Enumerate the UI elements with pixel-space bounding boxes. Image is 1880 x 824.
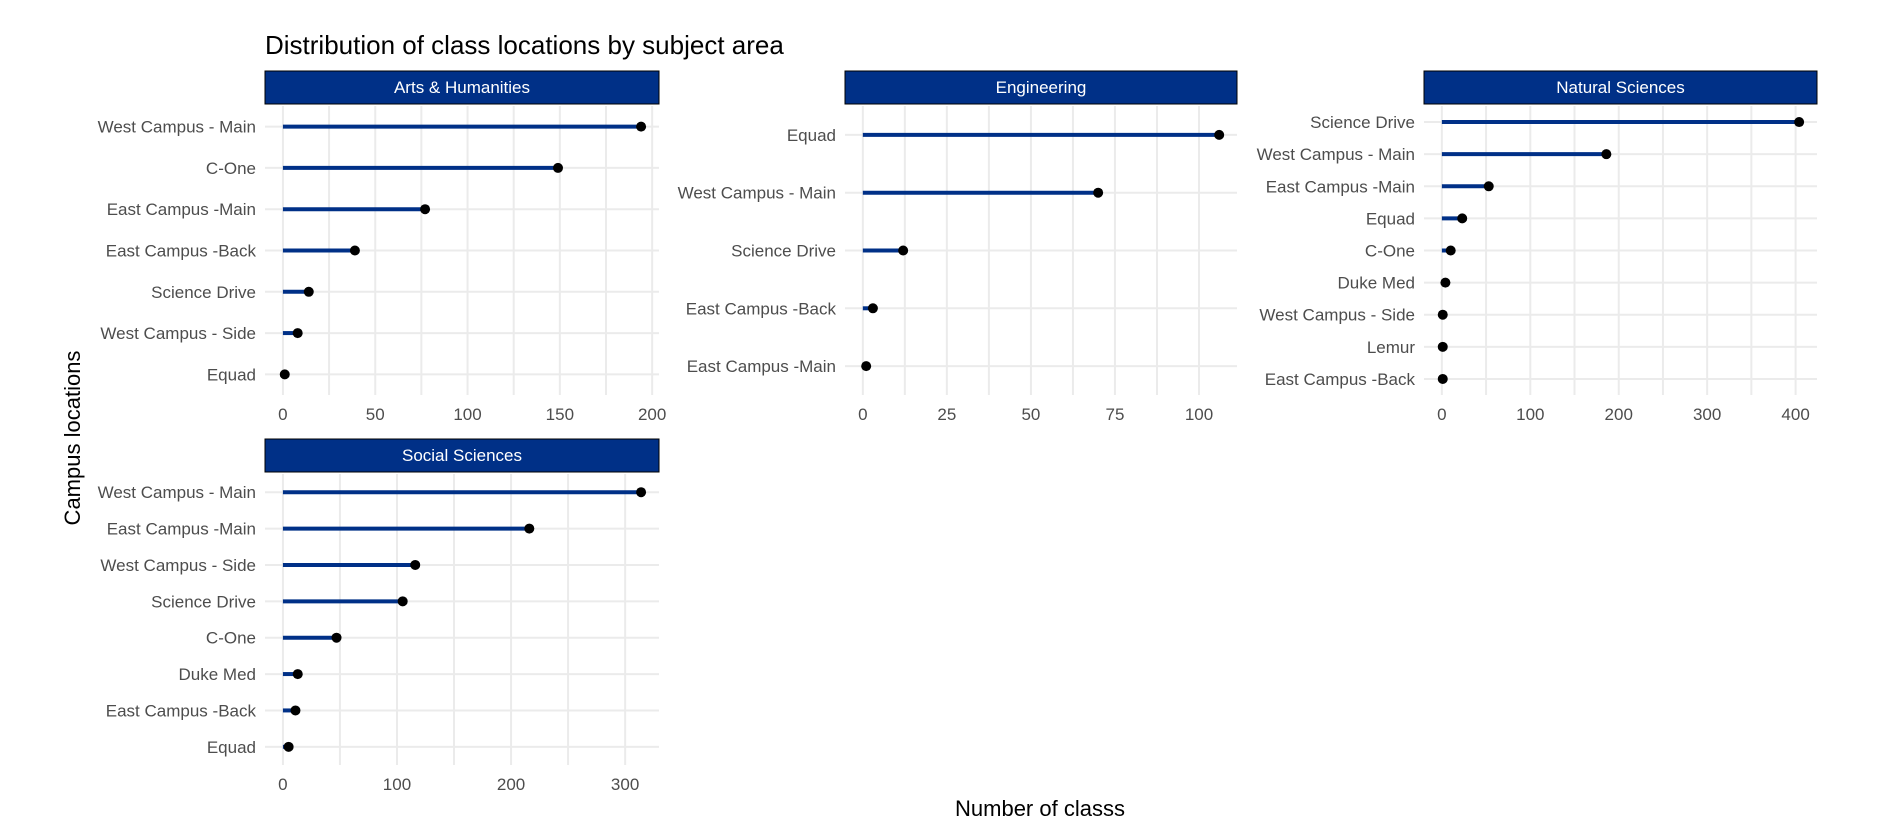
y-tick-label: East Campus -Back [686, 299, 837, 318]
x-tick-label: 25 [937, 405, 956, 424]
x-tick-label: 300 [611, 775, 639, 794]
x-tick-label: 300 [1693, 405, 1721, 424]
facet-strip-label: Social Sciences [402, 446, 522, 465]
lollipop-point [303, 286, 314, 297]
y-tick-label: West Campus - Side [100, 556, 256, 575]
facet-strip [1423, 70, 1818, 105]
lollipop-point [524, 523, 535, 534]
lollipop-point [1483, 181, 1494, 192]
lollipop-point [279, 369, 290, 380]
facet-strip [264, 70, 660, 105]
y-tick-label: Equad [207, 365, 256, 384]
y-tick-label: Science Drive [1310, 113, 1415, 132]
lollipop-point [636, 487, 647, 498]
y-tick-label: Science Drive [151, 592, 256, 611]
chart-title: Distribution of class locations by subje… [265, 30, 784, 60]
x-tick-label: 400 [1781, 405, 1809, 424]
y-tick-label: C-One [1365, 242, 1415, 261]
lollipop-point [898, 245, 909, 256]
lollipop-point [636, 121, 647, 132]
y-tick-label: West Campus - Side [1259, 306, 1415, 325]
x-tick-label: 100 [453, 405, 481, 424]
x-tick-label: 100 [383, 775, 411, 794]
x-tick-label: 200 [638, 405, 666, 424]
x-tick-label: 50 [366, 405, 385, 424]
lollipop-point [290, 705, 301, 716]
y-tick-label: East Campus -Back [1265, 370, 1416, 389]
facet-strip [844, 70, 1238, 105]
facet-social-sciences: Social Sciences 0 100 200 300 West Campus - M… [98, 438, 660, 794]
x-tick-label: 75 [1106, 405, 1125, 424]
lollipop-point [420, 204, 431, 215]
lollipop-point [1437, 373, 1448, 384]
lollipop-point [331, 632, 342, 643]
lollipop-point [867, 303, 878, 314]
lollipop-point [1214, 129, 1225, 140]
y-tick-label: Equad [207, 738, 256, 757]
y-tick-label: Science Drive [151, 283, 256, 302]
y-tick-label: East Campus -Back [106, 242, 257, 261]
x-tick-label: 0 [858, 405, 867, 424]
y-tick-label: East Campus -Main [107, 200, 256, 219]
x-tick-label: 100 [1516, 405, 1544, 424]
x-tick-label: 0 [278, 405, 287, 424]
y-tick-label: Lemur [1367, 338, 1416, 357]
y-tick-label: West Campus - Main [1257, 145, 1415, 164]
y-tick-label: East Campus -Back [106, 701, 257, 720]
x-tick-label: 100 [1185, 405, 1213, 424]
x-tick-label: 150 [546, 405, 574, 424]
lollipop-point [1437, 309, 1448, 320]
y-tick-label: Duke Med [1338, 274, 1415, 293]
y-tick-label: Duke Med [179, 665, 256, 684]
lollipop-point [292, 669, 303, 680]
y-tick-label: Equad [787, 126, 836, 145]
y-tick-label: West Campus - Side [100, 324, 256, 343]
y-tick-label: East Campus -Main [1266, 177, 1415, 196]
y-tick-label: Science Drive [731, 242, 836, 261]
y-tick-label: C-One [206, 159, 256, 178]
y-tick-label: C-One [206, 629, 256, 648]
lollipop-point [349, 245, 360, 256]
facet-strip-label: Arts & Humanities [394, 78, 530, 97]
facet-arts-humanities: Arts & Humanities 0 50 100 150 200 West Campus… [98, 70, 666, 424]
y-tick-label: West Campus - Main [98, 483, 256, 502]
x-tick-label: 0 [1437, 405, 1446, 424]
lollipop-point [553, 162, 564, 173]
x-tick-label: 0 [278, 775, 287, 794]
lollipop-point [1440, 277, 1451, 288]
lollipop-point [292, 328, 303, 339]
facet-natural-sciences: Natural Sciences 0 100 200 300 400 Science Dri… [1257, 70, 1818, 424]
y-tick-label: East Campus -Main [107, 520, 256, 539]
lollipop-point [283, 741, 294, 752]
lollipop-point [1601, 149, 1612, 160]
facet-engineering: Engineering 0 25 50 75 100 Equad West Campus - … [678, 70, 1238, 424]
y-axis-title: Campus locations [60, 351, 85, 526]
lollipop-point [1093, 187, 1104, 198]
lollipop-point [410, 559, 421, 570]
x-tick-label: 50 [1021, 405, 1040, 424]
y-tick-label: West Campus - Main [678, 184, 836, 203]
lollipop-point [1437, 341, 1448, 352]
y-tick-label: East Campus -Main [687, 357, 836, 376]
lollipop-point [1457, 213, 1468, 224]
facet-strip-label: Natural Sciences [1556, 78, 1685, 97]
lollipop-point [1794, 117, 1805, 128]
y-tick-label: West Campus - Main [98, 118, 256, 137]
x-axis-title: Number of classs [955, 796, 1125, 821]
lollipop-point [861, 361, 872, 372]
facet-strip-label: Engineering [996, 78, 1087, 97]
x-tick-label: 200 [497, 775, 525, 794]
facet-panels: Arts & Humanities 0 50 100 150 200 West Campus… [98, 70, 1818, 794]
y-tick-label: Equad [1366, 209, 1415, 228]
x-tick-label: 200 [1605, 405, 1633, 424]
lollipop-point [397, 596, 408, 607]
lollipop-point [1445, 245, 1456, 256]
facet-strip [264, 438, 660, 473]
